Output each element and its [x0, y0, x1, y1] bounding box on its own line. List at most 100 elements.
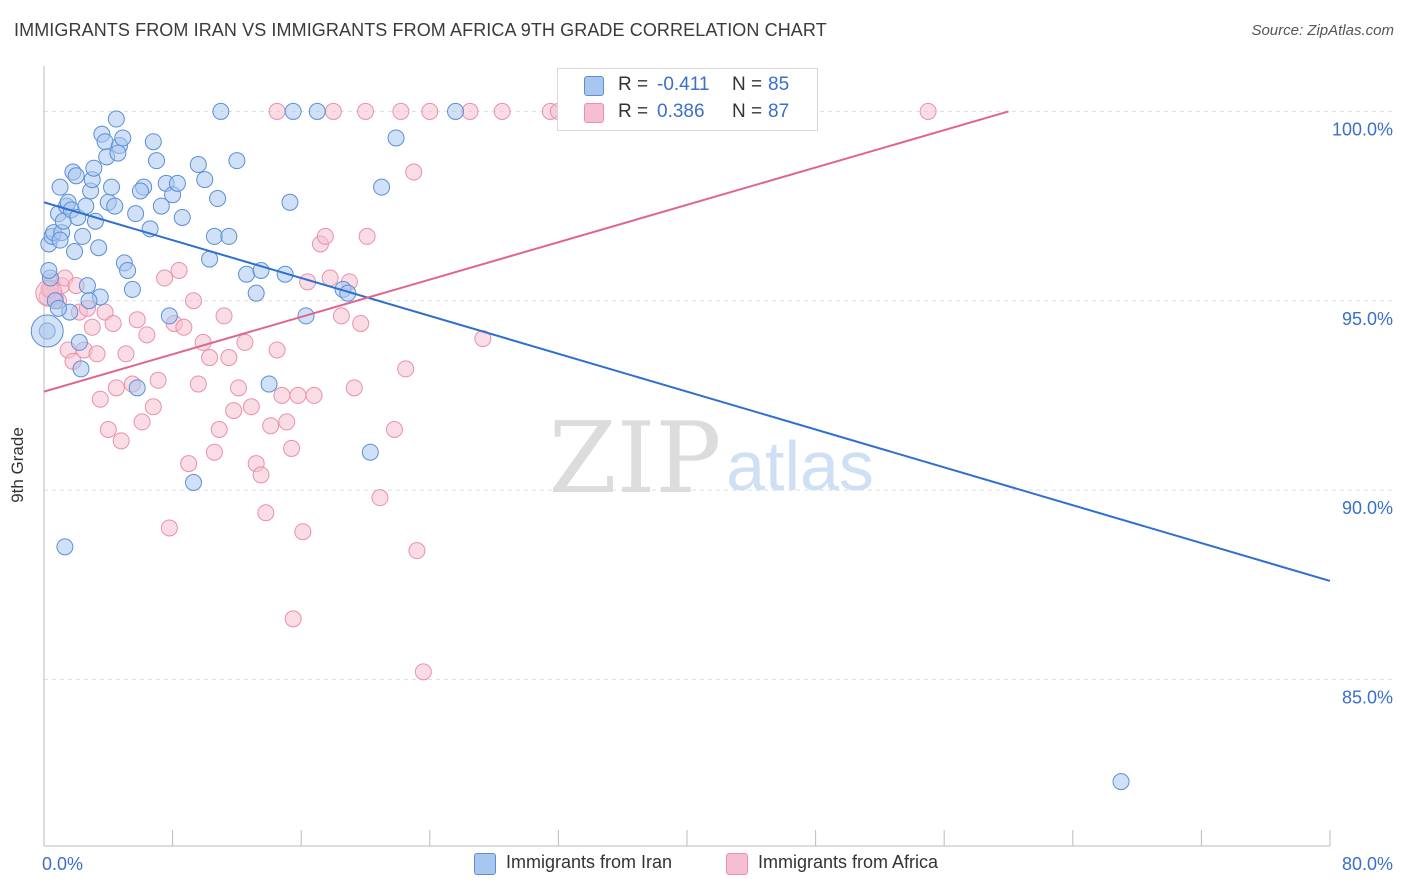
africa-point: [210, 420, 228, 438]
iran-point: [80, 292, 98, 310]
iran-point: [160, 307, 178, 325]
africa-point: [357, 102, 374, 120]
series-iran-points: [30, 102, 1130, 791]
africa-point: [332, 307, 350, 325]
africa-point: [461, 102, 479, 120]
africa-point: [352, 314, 370, 332]
africa-point: [316, 227, 334, 245]
iran-point: [70, 333, 88, 351]
iran-point: [123, 280, 141, 298]
africa-point: [236, 333, 254, 351]
africa-point: [149, 371, 167, 389]
iran-point: [144, 133, 162, 151]
iran-trend-line: [43, 201, 1331, 582]
iran-swatch: [584, 76, 604, 96]
iran-point: [196, 171, 214, 189]
iran-point: [1112, 773, 1130, 791]
africa-point: [91, 390, 109, 408]
iran-point: [51, 231, 69, 249]
africa-point: [284, 610, 302, 628]
africa-point: [283, 439, 301, 457]
y-tick-label: 95.0%: [1342, 309, 1393, 329]
iran-point: [66, 243, 84, 261]
africa-point: [112, 432, 130, 450]
africa-point: [160, 519, 178, 537]
africa-point: [397, 360, 415, 378]
africa-point: [919, 102, 937, 120]
iran-point: [238, 265, 256, 283]
africa-point: [392, 102, 410, 120]
africa-point: [421, 102, 439, 120]
africa-point: [138, 326, 156, 344]
iran-point: [56, 538, 74, 556]
africa-point: [128, 311, 146, 329]
iran-r-value: -0.411: [657, 74, 710, 95]
series-legend: Immigrants from Iran Immigrants from Afr…: [0, 851, 1406, 879]
africa-point: [257, 504, 275, 522]
iran-point: [51, 178, 69, 196]
africa-point: [345, 379, 363, 397]
iran-point: [212, 102, 230, 120]
axes-layer: [43, 66, 1331, 847]
iran-point: [90, 239, 108, 257]
africa-r-value: 0.386: [657, 101, 705, 122]
iran-point: [209, 190, 227, 208]
iran-point: [447, 102, 465, 120]
africa-point: [175, 318, 193, 336]
x-tick-label: 80.0%: [1342, 854, 1393, 874]
africa-point: [170, 261, 188, 279]
stats-legend: R = -0.411 N = 85 R = 0.386 N = 87: [557, 68, 818, 131]
africa-point: [294, 523, 312, 541]
iran-point: [220, 227, 238, 245]
watermark-zip: ZIP: [549, 402, 722, 516]
iran-point: [152, 197, 170, 215]
africa-point: [405, 163, 423, 181]
africa-point: [104, 314, 122, 332]
watermark-atlas: atlas: [726, 427, 874, 505]
y-tick-label: 100.0%: [1332, 119, 1393, 139]
legend-iran-label: Immigrants from Iran: [506, 852, 673, 872]
africa-point: [144, 398, 162, 416]
africa-point: [88, 345, 106, 363]
africa-point: [252, 466, 270, 484]
africa-point: [156, 269, 174, 287]
africa-point: [225, 402, 243, 420]
iran-point: [260, 375, 278, 393]
africa-n-value: 87: [768, 101, 790, 122]
iran-point: [184, 474, 202, 492]
africa-point: [83, 318, 101, 336]
iran-point: [373, 178, 391, 196]
iran-point: [284, 102, 302, 120]
iran-point: [96, 133, 114, 151]
africa-point: [262, 417, 280, 435]
iran-point-large: [30, 314, 64, 348]
africa-point: [371, 489, 389, 507]
iran-point: [308, 102, 326, 120]
iran-point: [361, 443, 379, 461]
chart-title: IMMIGRANTS FROM IRAN VS IMMIGRANTS FROM …: [14, 20, 827, 40]
x-tick-label: 0.0%: [42, 854, 83, 874]
tick-labels: 100.0% 95.0% 90.0% 85.0% 0.0% 80.0%: [42, 119, 1393, 874]
iran-point: [74, 227, 92, 245]
watermark: ZIP atlas: [549, 402, 874, 516]
africa-trend-line: [43, 110, 1009, 393]
iran-point: [119, 261, 137, 279]
africa-point: [184, 292, 202, 310]
iran-point: [109, 144, 127, 162]
source-label: Source: ZipAtlas.com: [1251, 22, 1394, 39]
africa-point: [220, 349, 238, 367]
y-tick-label: 90.0%: [1342, 498, 1393, 518]
iran-point: [78, 277, 96, 295]
africa-point: [289, 386, 307, 404]
africa-point: [215, 307, 233, 325]
iran-n-label: N =: [732, 74, 763, 95]
iran-point: [106, 197, 124, 215]
africa-point: [99, 420, 117, 438]
legend-africa-swatch: [726, 853, 748, 875]
africa-point: [189, 375, 207, 393]
africa-point: [324, 102, 342, 120]
africa-point: [201, 349, 219, 367]
africa-point: [242, 398, 260, 416]
africa-point: [268, 341, 286, 359]
